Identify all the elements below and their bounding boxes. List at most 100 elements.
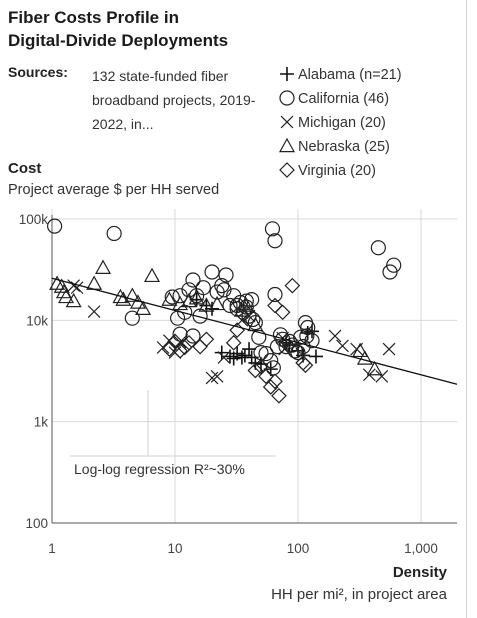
triangle-data-point	[143, 267, 161, 283]
diamond-data-point	[284, 277, 301, 294]
triangle-data-point-shape	[209, 295, 226, 311]
triangle-data-point-shape	[352, 342, 369, 358]
circle-data-point-shape	[185, 328, 201, 344]
regression-line	[51, 277, 458, 385]
circle-data-point-shape	[172, 326, 188, 342]
diamond-data-point	[262, 379, 279, 395]
diamond-data-point-shape	[225, 334, 242, 351]
triangle-data-point-shape	[247, 316, 264, 332]
plus-data-point	[214, 345, 229, 360]
triangle-data-point-shape	[233, 302, 250, 317]
diamond-data-point-shape	[262, 379, 279, 395]
diamond-data-point-shape	[267, 373, 283, 390]
circle-data-point	[47, 218, 63, 234]
x-data-point	[336, 339, 349, 353]
circle-data-point-shape	[267, 286, 283, 303]
triangle-data-point	[65, 292, 82, 308]
plus-data-point	[242, 342, 257, 357]
diamond-data-point	[258, 368, 274, 385]
triangle-data-point	[247, 316, 264, 332]
circle-data-point	[164, 289, 180, 305]
triangle-data-point	[95, 259, 112, 274]
diamond-data-point-shape	[247, 362, 264, 379]
regression-line-group	[51, 277, 458, 385]
triangle-data-point	[356, 350, 373, 365]
diamond-data-point	[267, 373, 283, 390]
plus-data-point	[308, 349, 323, 364]
triangle-data-point-shape	[366, 360, 383, 376]
y-axis-subtitle: Project average $ per HH served	[8, 182, 220, 198]
circle-data-point	[106, 225, 122, 242]
diamond-data-point	[198, 331, 215, 348]
circle-data-point	[304, 333, 320, 349]
triangle-data-point-shape	[53, 278, 70, 293]
circle-data-point	[267, 286, 283, 303]
legend-item: Alabama (n=21)	[280, 67, 402, 83]
triangle-data-point	[53, 278, 70, 293]
diamond-data-point-shape	[172, 342, 188, 359]
legend: Alabama (n=21) California (46) Michigan (2…	[278, 67, 402, 179]
triangle-data-point-shape	[57, 288, 75, 304]
x-tick-label: 1,000	[404, 541, 438, 556]
x-tick-label: 1	[48, 541, 56, 556]
circle-data-point-shape	[214, 278, 230, 294]
x-data-point-shape	[210, 369, 224, 383]
legend-label: Michigan (20)	[298, 115, 386, 131]
triangle-data-point	[161, 291, 178, 306]
regression-label: Log-log regression R²~30%	[74, 461, 245, 477]
legend-plus-icon-shape	[280, 67, 294, 81]
triangle-data-point	[188, 290, 205, 305]
circle-data-point-shape	[287, 343, 303, 359]
diamond-data-point-shape	[274, 304, 291, 321]
circle-data-point	[290, 345, 306, 361]
legend-item: California (46)	[279, 90, 389, 107]
circle-data-point	[264, 221, 281, 237]
x-data-point-shape	[67, 279, 81, 293]
circle-data-point-shape	[204, 264, 220, 280]
circle-data-point-shape	[47, 218, 63, 234]
triangle-data-point	[209, 295, 226, 311]
circle-data-point	[293, 329, 309, 345]
circle-data-point	[172, 288, 188, 304]
diamond-data-point	[297, 357, 314, 374]
x-data-point-shape	[87, 305, 101, 318]
circle-data-point-shape	[386, 257, 402, 273]
circle-data-point	[295, 339, 311, 355]
circle-data-point	[124, 310, 140, 326]
triangle-data-point-shape	[356, 350, 373, 365]
diamond-data-point-shape	[297, 357, 314, 374]
x-data-point	[217, 351, 231, 364]
circle-data-point-shape	[106, 225, 122, 242]
figure-right-border	[466, 0, 467, 618]
plus-data-point-shape	[242, 342, 257, 357]
triangle-data-point	[238, 297, 255, 312]
circle-data-point-shape	[304, 333, 320, 349]
legend-item: Nebraska (25)	[278, 137, 390, 155]
diamond-data-point	[271, 387, 287, 404]
triangle-data-point-shape	[143, 267, 161, 283]
diamond-data-point	[172, 342, 188, 359]
circle-data-point-shape	[293, 329, 309, 345]
axes: 100 1k 10k 100k 1 10 100 1,000	[19, 212, 457, 556]
x-axis-title: Density	[392, 564, 447, 581]
triangle-data-point-shape	[198, 297, 215, 312]
diamond-data-point	[181, 334, 197, 351]
circle-data-point	[386, 257, 402, 273]
y-tick-label: 10k	[26, 313, 48, 328]
circle-data-point-shape	[370, 240, 386, 256]
triangle-data-point-shape	[65, 292, 82, 308]
circle-data-point-shape	[164, 289, 180, 305]
diamond-data-point	[253, 358, 269, 375]
circle-data-point	[370, 240, 386, 256]
x-data-point-shape	[375, 369, 389, 383]
circle-data-point	[238, 293, 254, 309]
circle-data-point-shape	[238, 293, 254, 309]
x-data-point-shape	[328, 329, 342, 343]
circle-data-point	[204, 264, 220, 280]
diamond-data-point	[247, 362, 264, 379]
legend-label: Alabama (n=21)	[298, 67, 402, 83]
circle-data-point-shape	[181, 282, 197, 298]
diamond-data-point	[267, 297, 283, 314]
triangle-data-point-shape	[124, 287, 141, 302]
